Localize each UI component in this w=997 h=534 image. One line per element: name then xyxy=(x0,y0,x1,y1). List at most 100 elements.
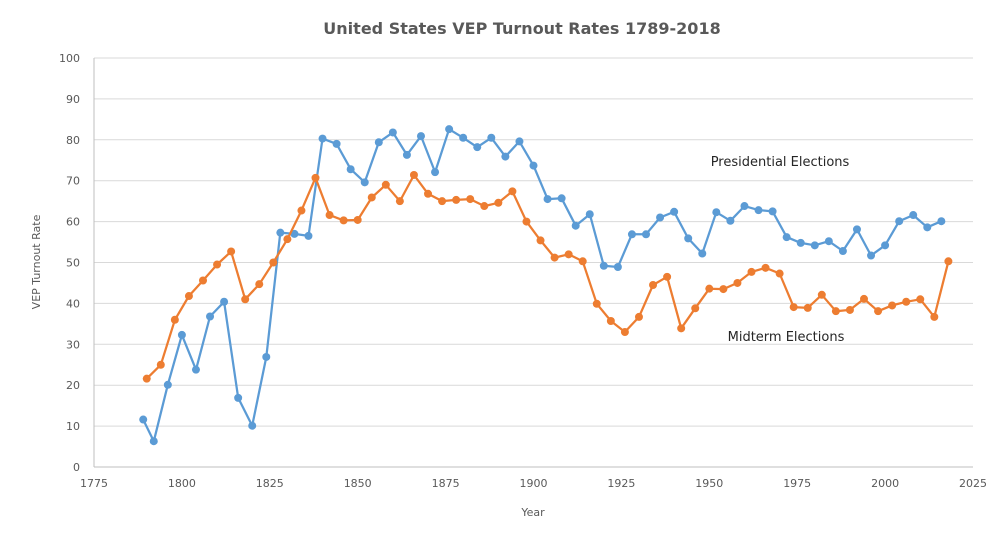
data-point-midterm xyxy=(733,278,742,287)
data-point-presidential xyxy=(191,365,200,374)
data-point-presidential xyxy=(937,217,946,226)
data-point-presidential xyxy=(838,247,847,256)
data-point-presidential xyxy=(206,312,215,321)
data-point-midterm xyxy=(803,303,812,312)
data-point-midterm xyxy=(620,328,629,337)
data-point-presidential xyxy=(515,137,524,146)
data-point-presidential xyxy=(177,330,186,339)
y-tick-label: 0 xyxy=(73,461,80,474)
data-point-midterm xyxy=(466,195,475,204)
data-point-midterm xyxy=(564,250,573,259)
data-point-midterm xyxy=(578,257,587,266)
data-point-presidential xyxy=(571,221,580,230)
data-point-midterm xyxy=(902,297,911,306)
data-point-midterm xyxy=(142,374,151,383)
data-point-midterm xyxy=(452,195,461,204)
data-point-presidential xyxy=(782,233,791,242)
data-point-presidential xyxy=(726,216,735,225)
data-point-presidential xyxy=(234,393,243,402)
y-axis-label: VEP Turnout Rate xyxy=(30,214,43,309)
x-tick-label: 1825 xyxy=(256,477,284,490)
x-tick-label: 1850 xyxy=(344,477,372,490)
data-point-presidential xyxy=(670,207,679,216)
data-point-midterm xyxy=(705,284,714,293)
data-point-midterm xyxy=(536,236,545,245)
data-point-midterm xyxy=(297,206,306,215)
data-point-presidential xyxy=(374,138,383,147)
data-point-midterm xyxy=(241,295,250,304)
data-point-presidential xyxy=(909,211,918,220)
data-point-presidential xyxy=(543,195,552,204)
data-point-presidential xyxy=(698,249,707,258)
data-point-presidential xyxy=(768,207,777,216)
series-midterm xyxy=(142,170,953,383)
data-point-midterm xyxy=(184,292,193,301)
data-point-presidential xyxy=(139,415,148,424)
data-point-midterm xyxy=(789,303,798,312)
data-point-presidential xyxy=(529,161,538,170)
data-point-midterm xyxy=(508,187,517,196)
data-point-midterm xyxy=(888,301,897,310)
data-point-presidential xyxy=(810,241,819,250)
data-point-presidential xyxy=(627,230,636,239)
data-point-presidential xyxy=(346,165,355,174)
data-point-midterm xyxy=(817,290,826,299)
x-tick-label: 2000 xyxy=(871,477,899,490)
data-point-presidential xyxy=(388,128,397,137)
chart-title: United States VEP Turnout Rates 1789-201… xyxy=(323,19,720,38)
x-tick-label: 1875 xyxy=(432,477,460,490)
data-point-midterm xyxy=(438,197,447,206)
y-tick-label: 50 xyxy=(66,257,80,270)
x-axis-ticks: 1775 1800 1825 1850 1875 1900 1925 1950 1975 2000… xyxy=(80,477,987,490)
data-point-midterm xyxy=(845,305,854,314)
data-point-midterm xyxy=(550,253,559,262)
data-point-presidential xyxy=(501,152,510,161)
x-tick-label: 1925 xyxy=(607,477,635,490)
data-point-presidential xyxy=(599,261,608,270)
y-tick-label: 70 xyxy=(66,175,80,188)
data-point-midterm xyxy=(719,285,728,294)
data-point-midterm xyxy=(691,304,700,313)
data-point-presidential xyxy=(332,139,341,148)
data-point-midterm xyxy=(325,211,334,220)
data-point-midterm xyxy=(255,280,264,289)
data-point-presidential xyxy=(220,297,229,306)
series-line-midterm xyxy=(145,173,950,380)
data-point-midterm xyxy=(269,258,278,267)
y-tick-label: 60 xyxy=(66,216,80,229)
x-tick-label: 1775 xyxy=(80,477,108,490)
y-tick-label: 90 xyxy=(66,93,80,106)
data-point-presidential xyxy=(318,134,327,143)
data-point-presidential xyxy=(557,194,566,203)
data-point-midterm xyxy=(283,235,292,244)
y-tick-label: 40 xyxy=(66,297,80,310)
data-point-midterm xyxy=(395,197,404,206)
data-point-midterm xyxy=(353,215,362,224)
data-point-midterm xyxy=(156,360,165,369)
data-point-presidential xyxy=(473,143,482,152)
data-point-presidential xyxy=(613,262,622,271)
annotation-midterm: Midterm Elections xyxy=(728,330,845,345)
data-point-presidential xyxy=(248,421,257,430)
data-point-midterm xyxy=(747,267,756,276)
series-line-presidential xyxy=(142,128,942,443)
gridlines xyxy=(94,57,973,427)
data-point-presidential xyxy=(276,228,285,237)
data-point-midterm xyxy=(522,217,531,226)
x-tick-label: 1975 xyxy=(783,477,811,490)
data-point-presidential xyxy=(149,437,158,446)
data-point-presidential xyxy=(402,150,411,159)
y-tick-label: 100 xyxy=(59,52,80,65)
data-point-presidential xyxy=(360,178,369,187)
data-point-midterm xyxy=(663,272,672,281)
x-tick-label: 1950 xyxy=(695,477,723,490)
series-presidential xyxy=(139,125,946,446)
data-point-midterm xyxy=(170,315,179,324)
data-point-midterm xyxy=(634,312,643,321)
data-point-midterm xyxy=(213,260,222,269)
data-point-midterm xyxy=(480,202,489,211)
y-tick-label: 10 xyxy=(66,420,80,433)
data-point-midterm xyxy=(761,263,770,272)
data-point-midterm xyxy=(409,170,418,179)
